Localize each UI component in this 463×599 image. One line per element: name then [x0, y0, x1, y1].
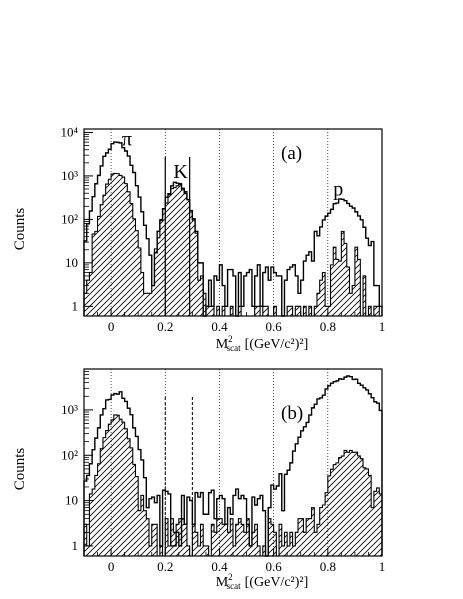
panel-a-label: (a) [281, 143, 302, 164]
x-tick-label: 0.8 [320, 319, 336, 334]
x-tick-label: 0 [108, 319, 115, 334]
x-axis-label-sup: 2 [228, 334, 233, 344]
panel-b: 0 0.2 0.4 0.6 0.8 1 1 10 10² 10³ (b) Counts M2 sca… [12, 368, 386, 591]
y-tick-label: 10 [65, 255, 78, 270]
y-tick-label: 10⁴ [60, 124, 78, 139]
x-axis-label-b: M2 scat [(GeV/c²)²] [216, 572, 309, 591]
x-tick-label: 1 [379, 559, 386, 574]
y-tick-label: 1 [72, 538, 79, 553]
histogram-hatched-0 [83, 172, 382, 317]
x-tick-label: 0.2 [157, 559, 173, 574]
plot-area-a: 0 0.2 0.4 0.6 0.8 1 1 10 10² 10³ 10⁴ π Kp [60, 124, 385, 334]
y-tick-label: 10² [61, 447, 78, 462]
x-tick-label: 0.6 [266, 559, 283, 574]
histogram-outline-0 [83, 141, 383, 317]
y-axis-label-a: Counts [12, 208, 28, 251]
x-tick-label: 0.6 [266, 319, 283, 334]
y-tick-label: 10³ [61, 168, 78, 183]
x-tick-label: 0 [108, 559, 115, 574]
peak-annotation: K [173, 161, 188, 183]
panel-a: 0 0.2 0.4 0.6 0.8 1 1 10 10² 10³ 10⁴ π Kp (a) Counts… [12, 124, 385, 353]
x-tick-label: 1 [379, 319, 386, 334]
peak-annotation: p [333, 179, 343, 201]
peak-annotation: π [122, 129, 132, 151]
histogram-outline-1 [83, 375, 383, 557]
y-tick-label: 10² [61, 211, 78, 226]
histogram-hatched-1 [83, 414, 383, 557]
x-axis-label-a: M2 scat [(GeV/c²)²] [216, 334, 309, 353]
y-axis-label-b: Counts [12, 448, 28, 491]
x-tick-label: 0.2 [157, 319, 173, 334]
y-tick-label: 10 [65, 493, 78, 508]
plot-area-b: 0 0.2 0.4 0.6 0.8 1 1 10 10² 10³ [61, 368, 386, 574]
y-tick-label: 1 [72, 298, 79, 313]
y-tick-label: 10³ [61, 402, 78, 417]
x-tick-label: 0.4 [211, 319, 228, 334]
x-axis-label-sup: 2 [228, 572, 233, 582]
panel-b-label: (b) [281, 403, 303, 424]
x-tick-label: 0.8 [320, 559, 336, 574]
x-tick-label: 0.4 [211, 559, 228, 574]
